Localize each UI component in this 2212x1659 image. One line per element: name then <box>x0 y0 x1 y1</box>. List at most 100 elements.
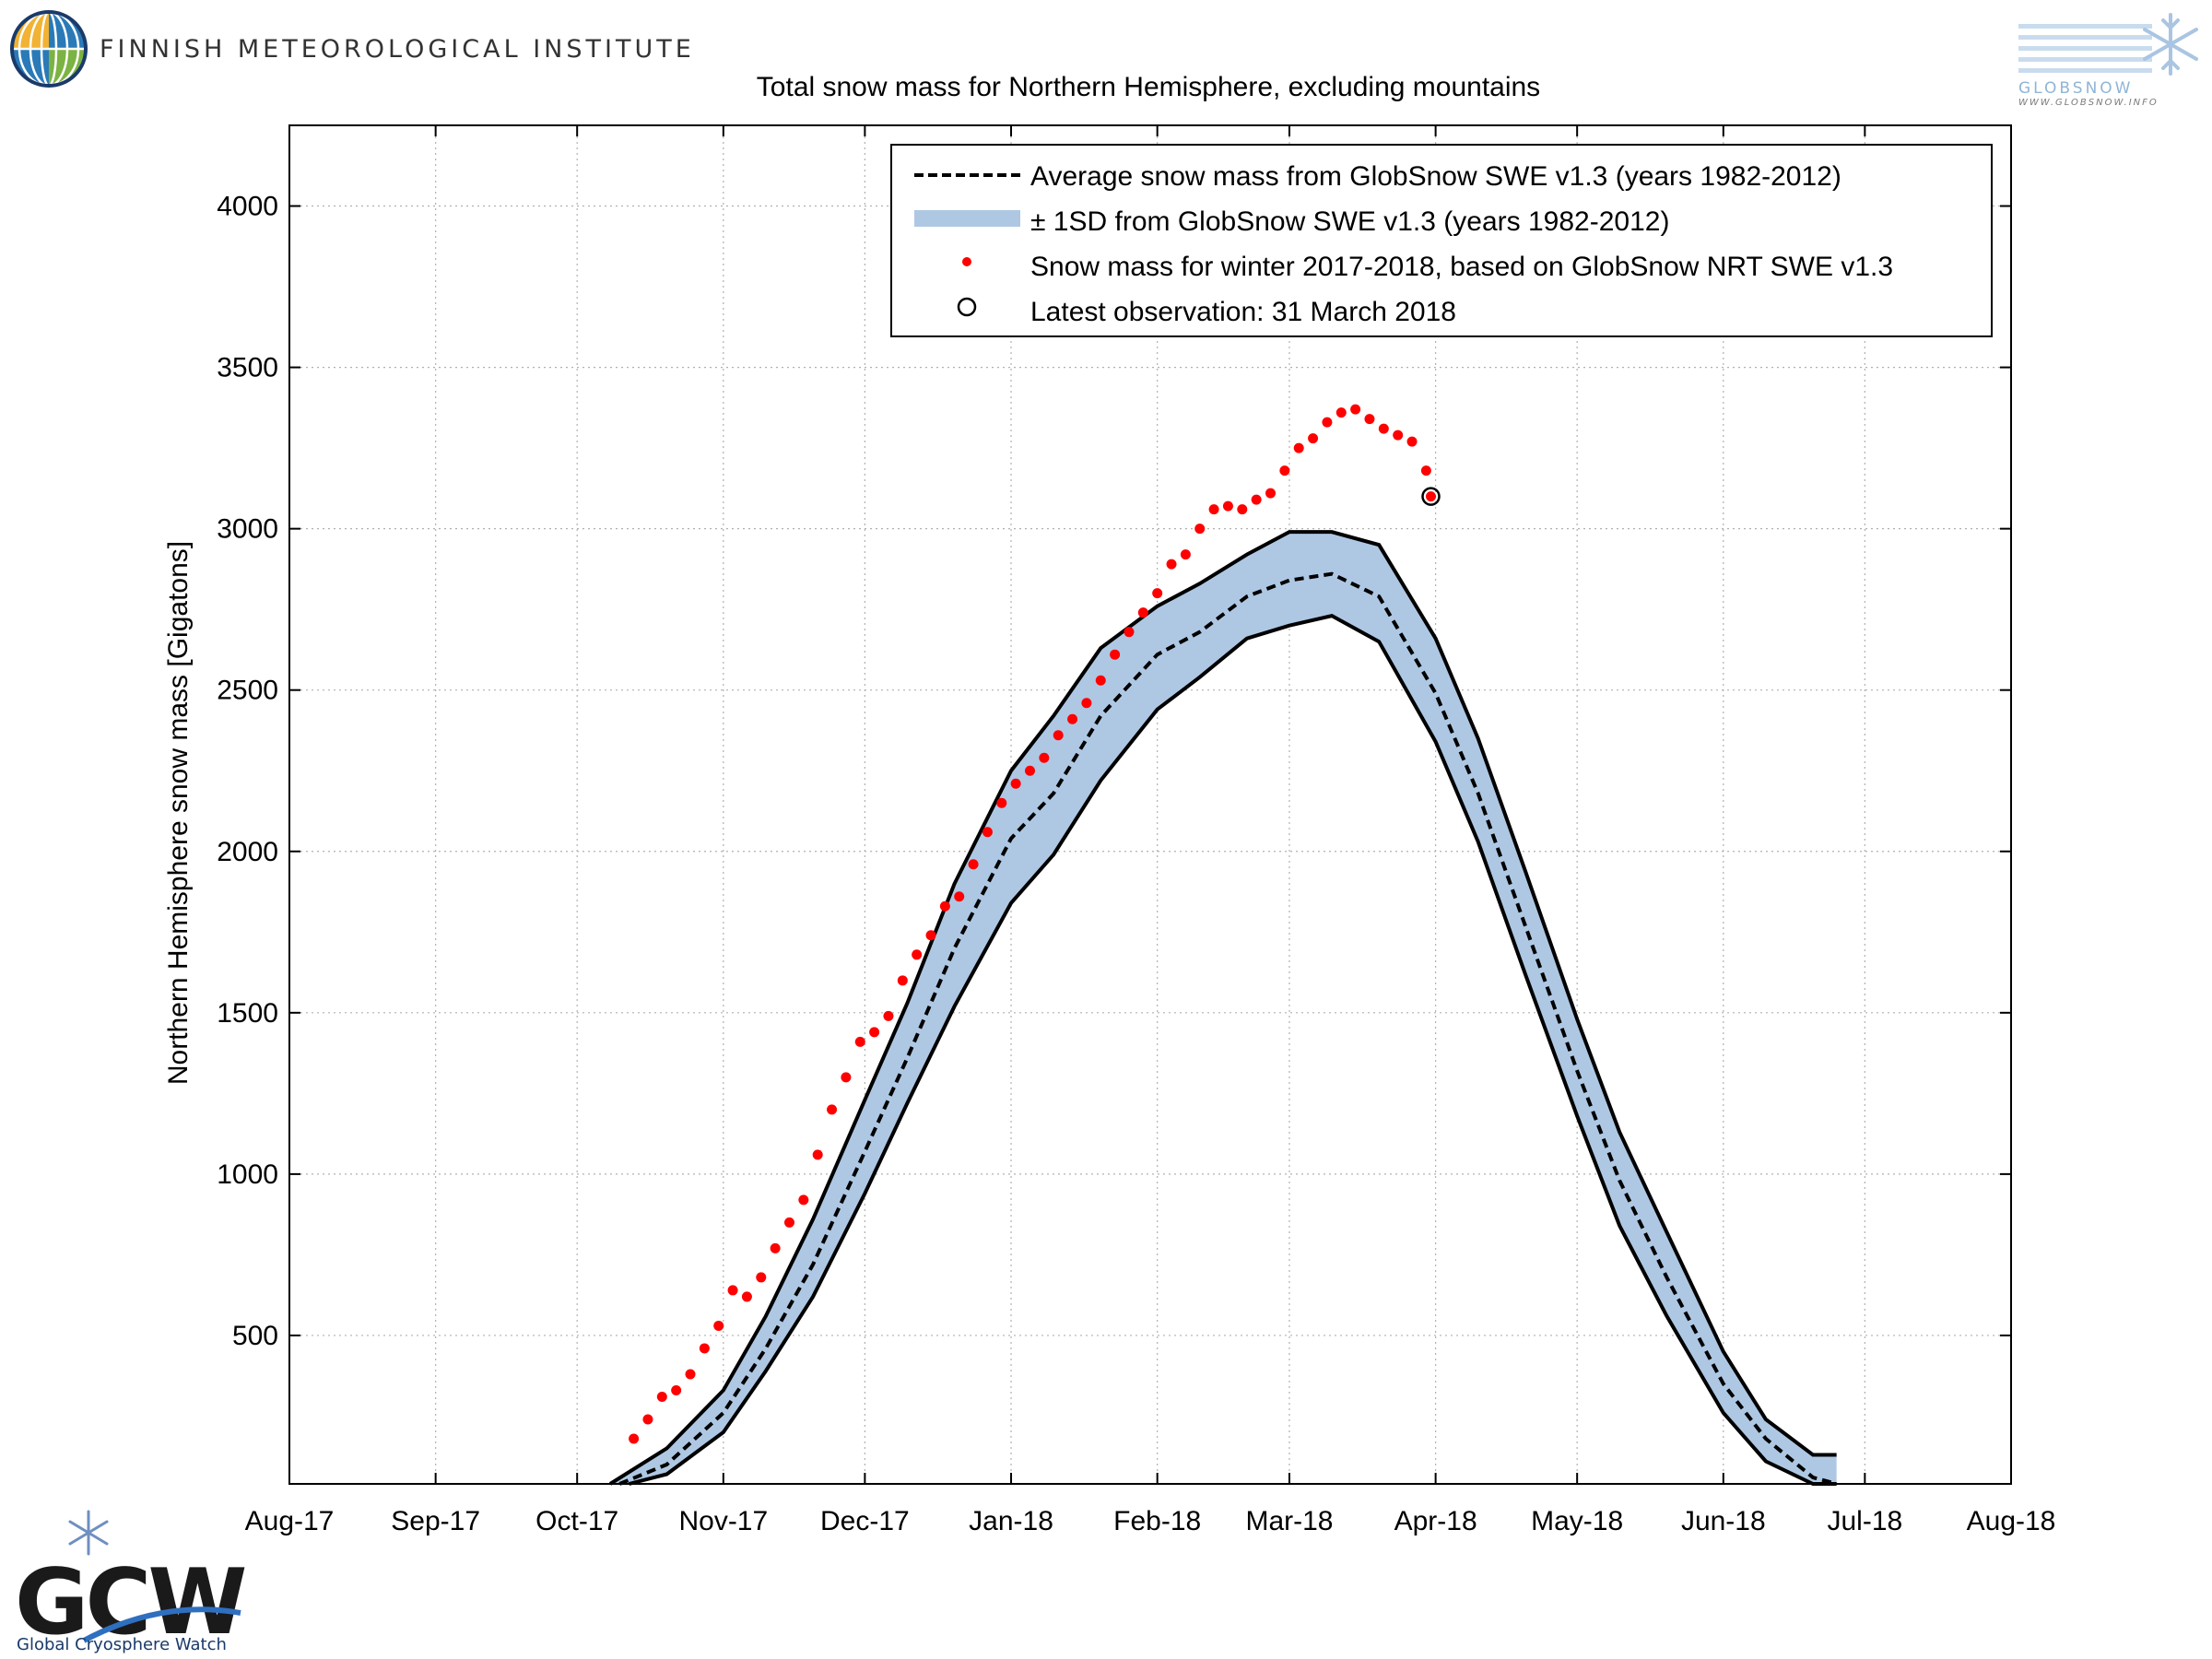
observation-point <box>1067 713 1078 724</box>
globsnow-url: WWW.GLOBSNOW.INFO <box>2018 98 2159 108</box>
x-tick-label: Aug-18 <box>1967 1506 2056 1536</box>
gcw-name: GCW <box>15 1550 247 1655</box>
y-tick-label: 3000 <box>217 514 278 545</box>
observation-point <box>1152 588 1163 599</box>
observation-point <box>642 1414 653 1425</box>
gcw-logo: GCW Global Cryosphere Watch <box>15 1510 254 1655</box>
observation-point <box>1081 698 1092 709</box>
fmi-globe-icon <box>10 10 88 88</box>
observation-point <box>1024 765 1035 776</box>
x-tick-label: Mar-18 <box>1245 1506 1333 1536</box>
x-tick-label: Jul-18 <box>1827 1506 1902 1536</box>
legend-obs-swatch <box>962 257 971 266</box>
y-tick-label: 4000 <box>217 192 278 222</box>
fmi-header: FINNISH METEOROLOGICAL INSTITUTE <box>7 7 691 90</box>
gcw-full-name: Global Cryosphere Watch <box>17 1635 227 1654</box>
observation-point <box>1194 524 1206 535</box>
globsnow-logo: GLOBSNOW WWW.GLOBSNOW.INFO <box>2018 9 2207 111</box>
x-tick-label: Sep-17 <box>391 1506 480 1536</box>
observation-point <box>1110 649 1121 660</box>
sd-band <box>610 532 1837 1484</box>
legend: Average snow mass from GlobSnow SWE v1.3… <box>890 144 1993 337</box>
observation-point <box>1406 436 1418 447</box>
observation-point <box>996 797 1007 808</box>
observation-point <box>1279 465 1290 477</box>
x-tick-label: Dec-17 <box>820 1506 910 1536</box>
observation-point <box>1420 465 1431 477</box>
observation-point <box>1378 423 1389 434</box>
observation-point <box>1180 549 1191 560</box>
x-tick-label: Feb-18 <box>1113 1506 1201 1536</box>
gcw-swoosh-icon <box>82 1606 241 1643</box>
observation-point <box>883 1010 894 1021</box>
observation-point <box>629 1433 640 1444</box>
x-tick-label: Aug-17 <box>245 1506 335 1536</box>
observation-point <box>869 1027 880 1038</box>
observation-point <box>699 1343 710 1354</box>
plot-area <box>608 404 1838 1486</box>
observation-point <box>1308 433 1319 444</box>
observation-point <box>1322 417 1333 428</box>
observation-point <box>925 930 936 941</box>
observation-point <box>968 859 979 870</box>
latest-observation-marker <box>1421 487 1441 506</box>
mean-line <box>618 571 1838 1486</box>
y-tick-label: 2000 <box>217 837 278 867</box>
x-tick-label: Jan-18 <box>969 1506 1053 1536</box>
observation-point <box>982 827 993 838</box>
legend-latest-swatch <box>957 297 977 317</box>
observation-point <box>1039 752 1050 763</box>
fmi-org-name: FINNISH METEOROLOGICAL INSTITUTE <box>100 35 695 64</box>
observation-point <box>939 900 950 912</box>
observation-point <box>1237 504 1248 515</box>
observation-point <box>912 949 923 960</box>
sd-lower-line <box>628 614 1837 1486</box>
sd-upper-line <box>608 530 1837 1486</box>
observation-point <box>1208 504 1219 515</box>
observation-point <box>1251 494 1262 505</box>
observation-point <box>1350 404 1361 415</box>
observation-point <box>954 891 965 902</box>
plot-frame <box>288 124 2012 1485</box>
x-tick-label: May-18 <box>1531 1506 1623 1536</box>
observation-point <box>671 1384 682 1395</box>
y-axis-label: Northern Hemisphere snow mass [Gigatons] <box>163 541 194 1085</box>
observation-point <box>1335 407 1347 418</box>
y-tick-label: 2500 <box>217 676 278 706</box>
observation-point <box>1137 607 1148 618</box>
x-tick-label: Oct-17 <box>535 1506 618 1536</box>
gcw-snowflake-icon <box>68 1510 109 1556</box>
observation-point <box>1010 778 1021 789</box>
x-tick-label: Apr-18 <box>1394 1506 1477 1536</box>
legend-mean-label: Average snow mass from GlobSnow SWE v1.3… <box>1030 161 1841 192</box>
observation-point <box>1124 627 1135 638</box>
legend-obs-label: Snow mass for winter 2017-2018, based on… <box>1030 252 1893 282</box>
legend-latest-label: Latest observation: 31 March 2018 <box>1030 297 1456 327</box>
legend-band-label: ± 1SD from GlobSnow SWE v1.3 (years 1982… <box>1030 206 1669 237</box>
y-tick-label: 3500 <box>217 353 278 383</box>
legend-box <box>890 144 1993 337</box>
observation-point <box>897 975 908 986</box>
observation-point <box>1222 500 1233 512</box>
observation-point <box>770 1242 781 1253</box>
observation-point <box>841 1072 852 1083</box>
observation-point <box>1095 675 1106 686</box>
observation-point <box>827 1104 838 1115</box>
observation-point <box>685 1369 696 1380</box>
globsnow-snowflake-icon <box>2018 13 2198 76</box>
chart-title: Total snow mass for Northern Hemisphere,… <box>757 72 1540 102</box>
observation-point <box>713 1320 724 1331</box>
observation-point <box>1265 488 1277 499</box>
observation-point <box>783 1217 794 1228</box>
observation-point <box>1166 559 1177 570</box>
x-tick-label: Nov-17 <box>678 1506 768 1536</box>
observation-point <box>1293 442 1304 453</box>
y-tick-label: 1500 <box>217 998 278 1029</box>
observation-point <box>656 1391 667 1402</box>
y-tick-label: 500 <box>232 1321 278 1351</box>
observation-point <box>727 1285 738 1296</box>
observation-point <box>812 1149 823 1160</box>
globsnow-name: GLOBSNOW <box>2018 79 2134 98</box>
legend-band-swatch <box>914 210 1020 227</box>
